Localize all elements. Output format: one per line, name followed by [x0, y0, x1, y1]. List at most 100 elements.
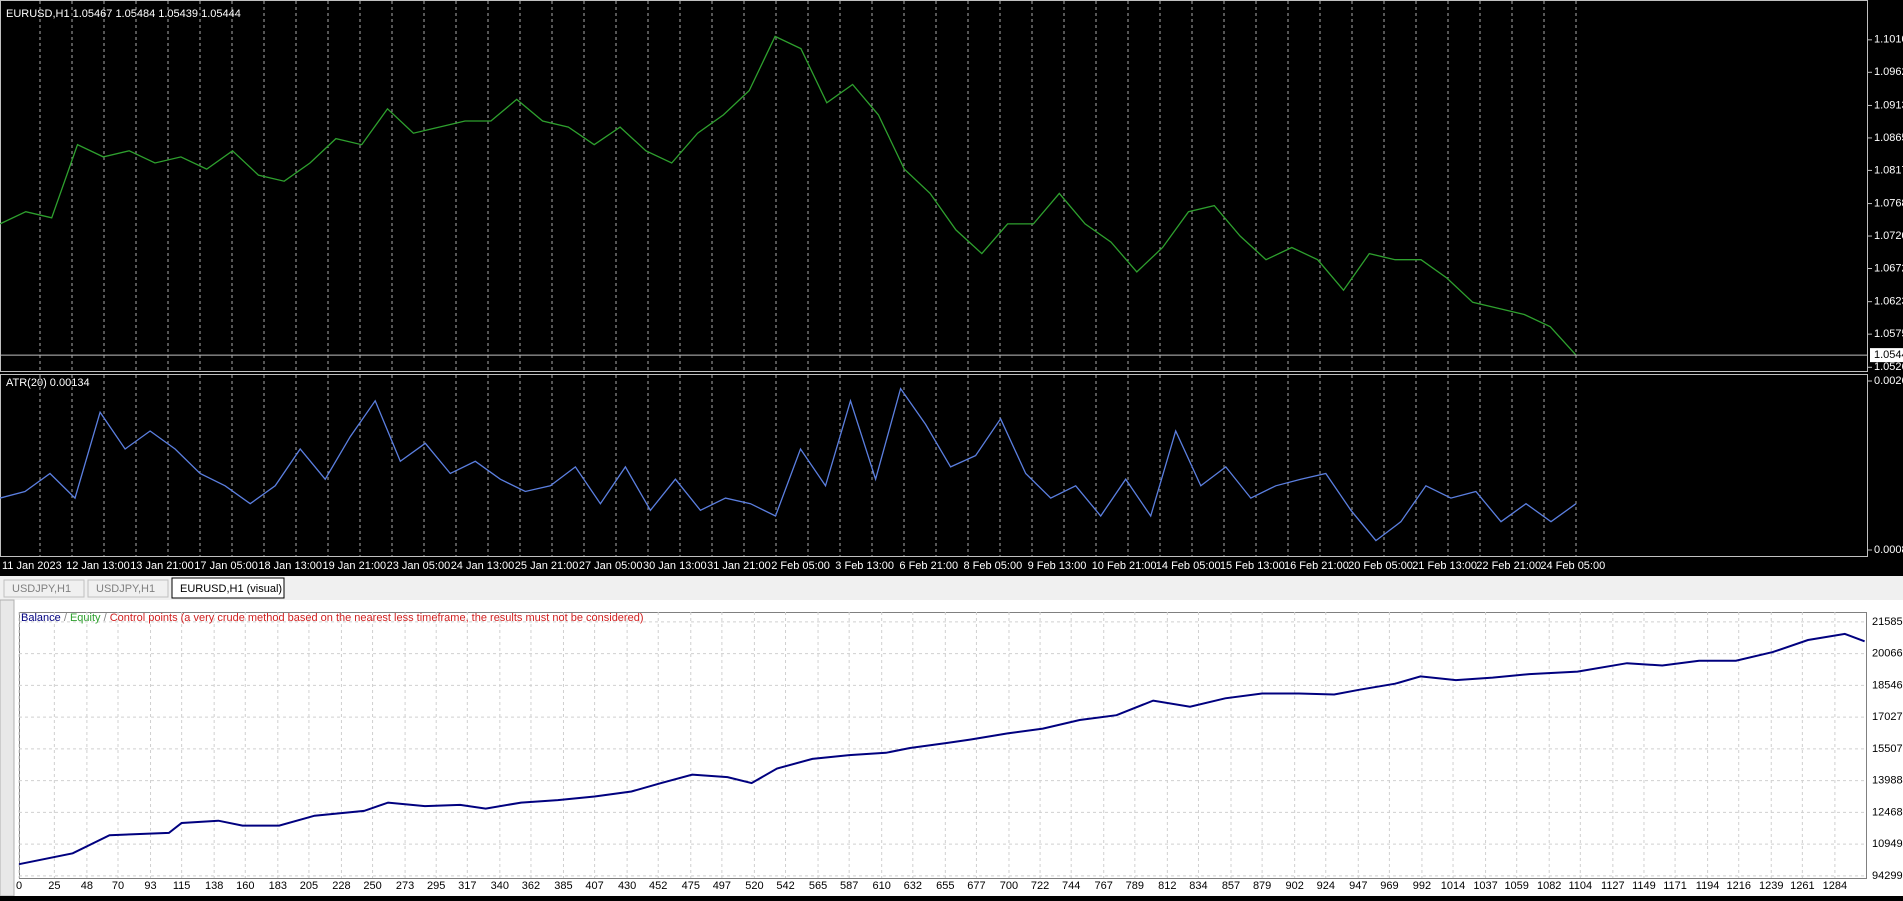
x-tick-label: 228	[332, 880, 350, 892]
time-label: 24 Feb 05:00	[1540, 560, 1605, 572]
x-tick-label: 1284	[1823, 880, 1847, 892]
balance-line	[18, 632, 1865, 866]
y-tick-label: 0.00089	[1874, 544, 1903, 556]
y-tick-label: 1.0575	[1874, 328, 1903, 340]
y-tick-label: 0.00268	[1874, 375, 1903, 387]
series-line	[0, 387, 1577, 542]
tab[interactable]	[3, 579, 85, 598]
time-label: 13 Jan 21:00	[130, 560, 194, 572]
x-tick-label: 565	[809, 880, 827, 892]
y-tick-label: 1.0720	[1874, 230, 1903, 242]
x-tick-label: 273	[396, 880, 414, 892]
x-tick-label: 115	[173, 880, 191, 892]
y-tick-label: 94299	[1872, 870, 1903, 882]
x-tick-label: 93	[144, 880, 156, 892]
x-tick-label: 340	[491, 880, 509, 892]
x-tick-label: 138	[205, 880, 223, 892]
time-label: 31 Jan 21:00	[707, 560, 771, 572]
time-label: 21 Feb 13:00	[1412, 560, 1477, 572]
tester-side-strip	[0, 599, 15, 897]
time-label: 3 Feb 13:00	[835, 560, 894, 572]
x-tick-label: 1194	[1696, 880, 1720, 892]
x-tick-label: 1104	[1568, 880, 1592, 892]
time-label: 27 Jan 05:00	[579, 560, 643, 572]
time-label: 25 Jan 21:00	[515, 560, 579, 572]
x-tick-label: 1082	[1537, 880, 1561, 892]
time-label: 23 Jan 05:00	[387, 560, 451, 572]
tab-label[interactable]: USDJPY,H1	[12, 583, 71, 595]
time-label: 9 Feb 13:00	[1028, 560, 1087, 572]
time-label: 24 Jan 13:00	[451, 560, 515, 572]
x-tick-label: 834	[1189, 880, 1207, 892]
y-tick-label: 1.0672	[1874, 262, 1903, 274]
x-tick-label: 587	[840, 880, 858, 892]
y-tick-label: 1.0526	[1874, 361, 1903, 373]
x-tick-label: 520	[745, 880, 763, 892]
legend-entry: /	[104, 612, 108, 624]
x-tick-label: 857	[1222, 880, 1240, 892]
x-tick-label: 632	[904, 880, 922, 892]
time-label: 10 Feb 21:00	[1092, 560, 1157, 572]
x-tick-label: 205	[300, 880, 318, 892]
time-label: 22 Feb 21:00	[1476, 560, 1541, 572]
y-tick-label: 1.0962	[1874, 66, 1903, 78]
price-title: EURUSD,H1 1.05467 1.05484 1.05439 1.0544…	[6, 8, 241, 20]
tab[interactable]	[87, 579, 169, 598]
x-tick-label: 969	[1380, 880, 1398, 892]
atr-panel-frame	[0, 374, 1868, 557]
x-tick-label: 1127	[1601, 880, 1625, 892]
y-tick-label: 1.0817	[1874, 164, 1903, 176]
x-tick-label: 1014	[1441, 880, 1465, 892]
tab-label[interactable]: USDJPY,H1	[96, 583, 155, 595]
y-tick-label: 1.0623	[1874, 296, 1903, 308]
x-tick-label: 744	[1062, 880, 1080, 892]
x-tick-label: 879	[1253, 880, 1271, 892]
x-tick-label: 183	[269, 880, 287, 892]
x-tick-label: 924	[1317, 880, 1335, 892]
x-tick-label: 789	[1126, 880, 1144, 892]
x-tick-label: 407	[585, 880, 603, 892]
legend: Balance / Equity / Control points (a ver…	[21, 612, 644, 624]
time-label: 6 Feb 21:00	[899, 560, 958, 572]
legend-entry: Balance	[21, 612, 61, 624]
x-tick-label: 497	[713, 880, 731, 892]
x-tick-label: 1149	[1632, 880, 1656, 892]
x-tick-label: 722	[1031, 880, 1049, 892]
x-tick-label: 1216	[1726, 880, 1750, 892]
x-tick-label: 48	[81, 880, 93, 892]
legend-entry: Control points (a very crude method base…	[110, 612, 644, 624]
x-tick-label: 677	[967, 880, 985, 892]
x-tick-label: 767	[1095, 880, 1113, 892]
x-tick-label: 25	[48, 880, 60, 892]
time-label: 18 Jan 13:00	[258, 560, 322, 572]
x-tick-label: 992	[1413, 880, 1431, 892]
price-panel-frame	[0, 0, 1868, 372]
time-label: 20 Feb 05:00	[1348, 560, 1413, 572]
series-line	[0, 35, 1577, 356]
y-tick-label: 155078	[1872, 743, 1903, 755]
x-tick-label: 295	[427, 880, 445, 892]
x-tick-label: 160	[236, 880, 254, 892]
x-tick-label: 1059	[1504, 880, 1528, 892]
legend-entry: /	[64, 612, 68, 624]
y-tick-label: 1.1010	[1874, 34, 1903, 46]
time-label: 15 Feb 13:00	[1220, 560, 1285, 572]
x-tick-label: 947	[1349, 880, 1367, 892]
y-tick-label: 124689	[1872, 806, 1903, 818]
tab[interactable]	[171, 577, 285, 599]
x-tick-label: 542	[776, 880, 794, 892]
atr-title: ATR(20) 0.00134	[6, 377, 90, 389]
tab-label[interactable]: EURUSD,H1 (visual)	[180, 583, 282, 595]
x-tick-label: 812	[1158, 880, 1176, 892]
y-tick-label: 109494	[1872, 838, 1903, 850]
x-tick-label: 1239	[1759, 880, 1783, 892]
x-tick-label: 250	[363, 880, 381, 892]
y-tick-label: 1.0865	[1874, 132, 1903, 144]
x-tick-label: 385	[554, 880, 572, 892]
x-tick-label: 902	[1285, 880, 1303, 892]
y-tick-label: 1.0768	[1874, 197, 1903, 209]
x-tick-label: 610	[873, 880, 891, 892]
y-tick-label: 139884	[1872, 775, 1903, 787]
tab-bar	[0, 576, 1903, 600]
